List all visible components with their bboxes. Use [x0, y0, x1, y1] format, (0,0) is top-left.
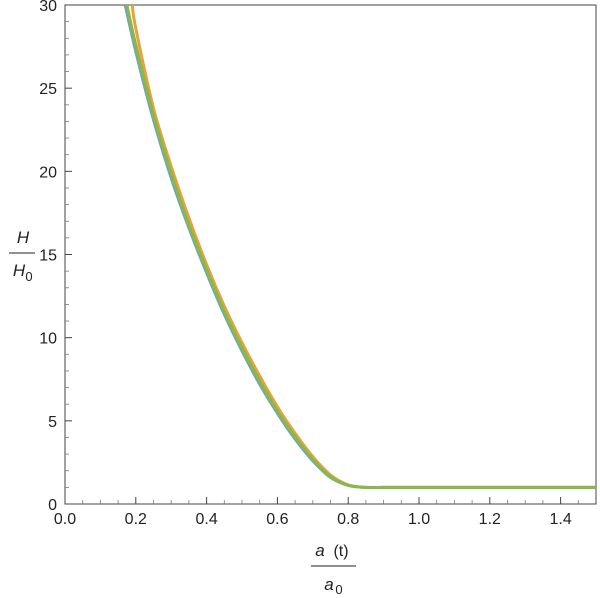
x-tick-label: 1.2 [479, 511, 501, 528]
x-label-numerator-argument: (t) [333, 543, 348, 560]
y-label-numerator: H [17, 228, 30, 247]
x-axis-label: a (t) a 0 [311, 541, 356, 597]
y-tick-label: 20 [39, 164, 57, 181]
y-tick-label: 15 [39, 248, 57, 265]
y-axis-ticks: 0 5 10 15 20 25 30 [39, 0, 72, 514]
x-tick-label: 0.6 [266, 511, 288, 528]
x-axis-ticks: 0.0 0.2 0.4 0.6 0.8 1.0 1.2 1.4 [54, 497, 579, 528]
y-axis-label: H H 0 [9, 228, 35, 284]
x-tick-label: 0.4 [195, 511, 217, 528]
x-label-numerator: a [315, 541, 324, 560]
x-tick-label: 0.2 [125, 511, 147, 528]
series-line-0 [130, 5, 596, 490]
y-tick-label: 0 [48, 497, 57, 514]
y-label-denominator: H [13, 261, 26, 280]
y-tick-label: 10 [39, 331, 57, 348]
x-label-denominator: a [324, 575, 333, 594]
x-label-denominator-subscript: 0 [335, 582, 342, 597]
y-tick-label: 25 [39, 81, 57, 98]
x-tick-label: 0.0 [54, 511, 76, 528]
y-label-denominator-subscript: 0 [25, 269, 32, 284]
x-tick-label: 0.8 [337, 511, 359, 528]
x-tick-label: 1.4 [549, 511, 571, 528]
y-tick-label: 30 [39, 0, 57, 15]
series-layer [123, 5, 596, 490]
series-line-2 [125, 5, 596, 490]
x-tick-label: 1.0 [408, 511, 430, 528]
y-tick-label: 5 [48, 414, 57, 431]
